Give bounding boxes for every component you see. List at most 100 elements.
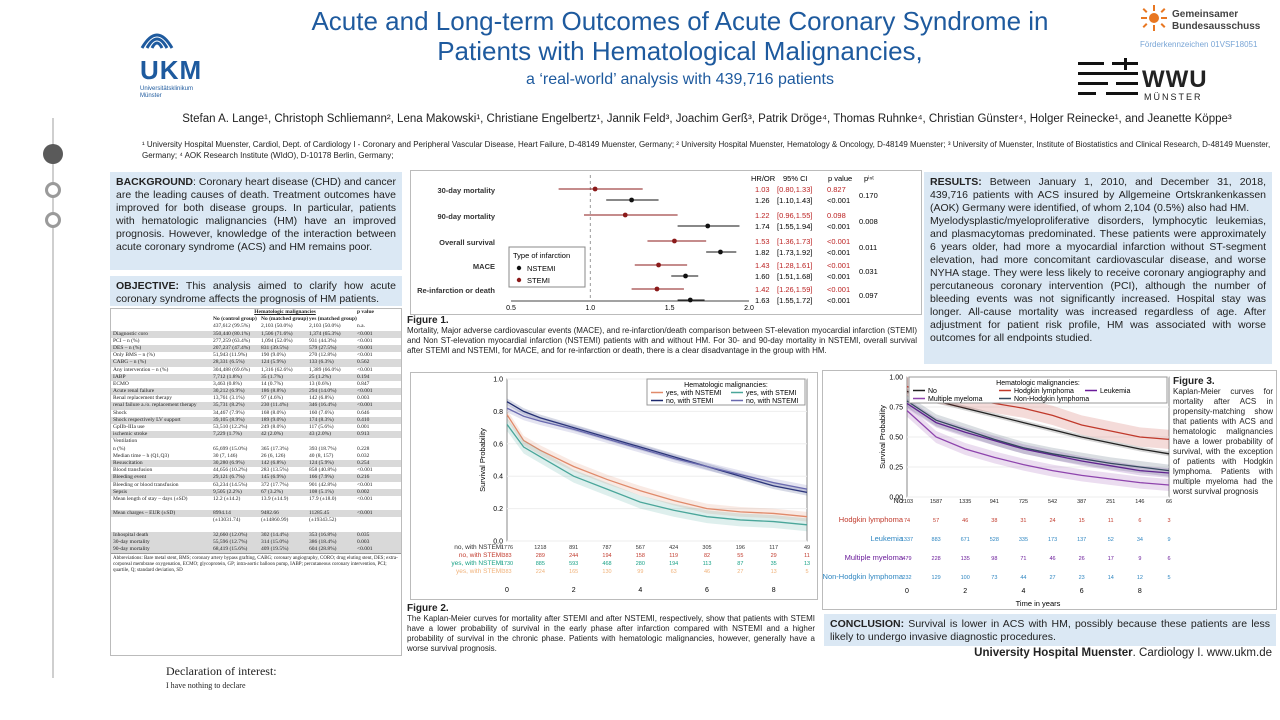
table-cell: 25 (1.2%) [309, 373, 331, 380]
table-row: Diagnostic coro 350,440 (80.1%) 1,506 (71.… [111, 330, 401, 338]
declaration: Declaration of interest: I have nothing … [166, 664, 277, 690]
table-cell: 39,105 (8.9%) [213, 416, 245, 423]
stemi-ci-text: [1.28,1.61] [777, 261, 812, 270]
table-cell: 65,699 (15.0%) [213, 445, 248, 452]
table-cell: 8994.14 [213, 510, 231, 517]
nstemi-p: <0.001 [827, 196, 850, 205]
table-row: Median time – h (Q1,Q3) 30 (7, 146) 26 (6,… [111, 453, 401, 460]
risk-count: 11 [804, 553, 810, 559]
table-cell: 1,506 (71.6%) [261, 330, 293, 337]
characteristics-table: Hematologic malignancies p value No (con… [110, 308, 402, 656]
confidence-band [507, 409, 807, 522]
risk-count: 71 [1020, 556, 1026, 562]
p-interaction: 0.008 [859, 217, 878, 226]
figure3-text: Kaplan-Meier curves for mortality after … [1173, 387, 1273, 496]
nstemi-hr: 1.74 [755, 222, 770, 231]
figure1-panel: 0.51.01.52.0OR/ HR (95% CI) for hematolo… [410, 170, 922, 323]
risk-count: 941 [990, 499, 999, 505]
risk-count: 3 [1167, 518, 1170, 524]
stemi-point [592, 186, 598, 192]
table-row: Any intervention – n (%) 304,488 (69.6%) 1… [111, 367, 401, 374]
table-header-p: p value [357, 309, 374, 315]
x-tick-label: 2 [572, 587, 576, 594]
table-row: Mean charges – EUR (±SD) 8994.14 9482.66 11… [111, 510, 401, 518]
table-cell: 30 (7, 146) [213, 452, 238, 459]
table-cell [309, 525, 357, 532]
table-cell: 372 (17.7%) [261, 481, 289, 488]
table-cell: 12.2 (±14.2) [213, 495, 241, 502]
risk-count: 335 [1019, 537, 1028, 543]
table-cell: 28,331 (6.5%) [213, 359, 245, 366]
stemi-hr: 1.22 [755, 211, 770, 220]
survival-curve [906, 390, 1170, 455]
table-cell: Shock [113, 409, 127, 416]
table-cell: 29,121 (6.7%) [213, 474, 245, 481]
table-cell: Sepsis [113, 488, 128, 495]
decor-ring [45, 212, 61, 228]
risk-count: 74 [904, 518, 910, 524]
y-tick-label: 1.0 [493, 377, 503, 384]
confidence-band [907, 398, 1169, 478]
table-cell [261, 525, 309, 532]
decor-line [52, 118, 54, 678]
risk-count: 130 [602, 569, 611, 575]
table-cell [309, 438, 357, 445]
risk-count: 73 [991, 575, 997, 581]
table-row: Acute renal failure 30,212 (6.9%) 186 (8.8… [111, 388, 401, 396]
outcome-label: Overall survival [439, 238, 495, 247]
table-cell: 249 (8.0%) [261, 424, 286, 430]
table-cell: 409 (19.5%) [261, 546, 289, 553]
table-cell: IABP [113, 373, 126, 380]
table-cell [357, 525, 397, 532]
outcome-label: 90-day mortality [437, 212, 495, 221]
risk-row-label: no, with STEMI [459, 552, 503, 559]
risk-count: 1337 [901, 537, 913, 543]
risk-count: 13 [771, 569, 777, 575]
table-cell: <0.001 [357, 481, 373, 488]
x-tick-label: 2 [963, 588, 967, 595]
risk-count: 883 [932, 537, 941, 543]
conclusion-label: CONCLUSION: [830, 618, 905, 630]
table-cell: 270 (12.8%) [309, 352, 337, 359]
col-p-header: p value [828, 174, 852, 183]
table-cell: 35,731 (8.2%) [213, 402, 245, 409]
figure2-caption: Figure 2. The Kaplan-Meier curves for mo… [407, 604, 815, 654]
table-subheader-col1: No (control group) [213, 316, 257, 323]
table-row: Sepsis 9,505 (2.2%) 67 (3.2%) 108 (5.1%) 0.0… [111, 488, 401, 496]
risk-count: 100 [961, 575, 970, 581]
table-cell: 3,463 (0.8%) [213, 380, 242, 387]
risk-row-label: no, with NSTEMI [454, 544, 503, 551]
table-cell [261, 503, 309, 510]
table-cell: <0.001 [357, 467, 373, 474]
x-tick-label: 4 [1021, 588, 1025, 595]
risk-count: 289 [536, 553, 545, 559]
table-cell: 11285.45 [309, 510, 330, 517]
table-cell: 901 (42.8%) [309, 481, 337, 488]
risk-count: 23 [1079, 575, 1085, 581]
table-cell: 35 (1.7%) [261, 373, 283, 380]
risk-count: 38 [991, 518, 997, 524]
y-tick-label: 0.25 [889, 465, 903, 472]
table-cell: 7,712 (1.8%) [213, 373, 242, 380]
table-cell: 9,505 (2.2%) [213, 488, 242, 495]
risk-count: 280 [636, 561, 645, 567]
risk-count: 66 [1166, 499, 1172, 505]
table-cell: 53,510 (12.2%) [213, 424, 248, 430]
table-cell [213, 438, 261, 445]
table-cell: Bleeding event [113, 474, 147, 481]
table-cell: 353 (16.8%) [309, 531, 337, 538]
footer-rest: . Cardiology I. www.ukm.de [1132, 647, 1272, 659]
legend-title: Hematologic malignancies: [996, 380, 1080, 387]
risk-count: 305 [702, 545, 711, 551]
ukm-arc-icon [140, 33, 174, 49]
risk-count: 6 [1138, 518, 1141, 524]
legend-label: no, with NSTEMI [746, 398, 799, 405]
risk-count: 129 [932, 575, 941, 581]
risk-count: 135 [961, 556, 970, 562]
table-cell: 283 (13.5%) [261, 467, 289, 474]
risk-row-label: Non-Hodgkin lymphoma [823, 572, 904, 581]
ukm-sub-1: Universitätsklinikum [140, 86, 194, 92]
risk-count: 228 [932, 556, 941, 562]
risk-count: 63 [671, 569, 677, 575]
